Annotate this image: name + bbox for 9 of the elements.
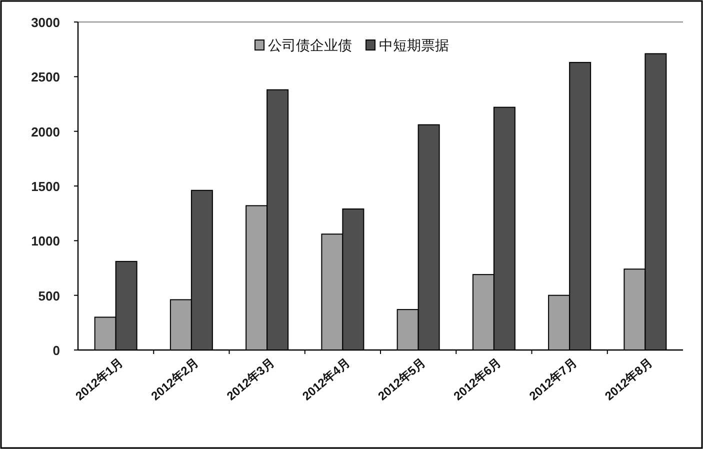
legend-label: 公司债企业债 — [268, 37, 352, 53]
y-tick-label: 2000 — [31, 124, 60, 140]
y-tick-label: 1500 — [31, 179, 60, 194]
y-tick-label: 3000 — [31, 15, 60, 30]
y-tick-label: 500 — [38, 288, 60, 304]
y-tick-label: 2500 — [31, 70, 60, 85]
legend-label: 中短期票据 — [379, 37, 449, 53]
y-tick-label: 0 — [52, 343, 60, 358]
y-tick-label: 1000 — [31, 234, 60, 249]
